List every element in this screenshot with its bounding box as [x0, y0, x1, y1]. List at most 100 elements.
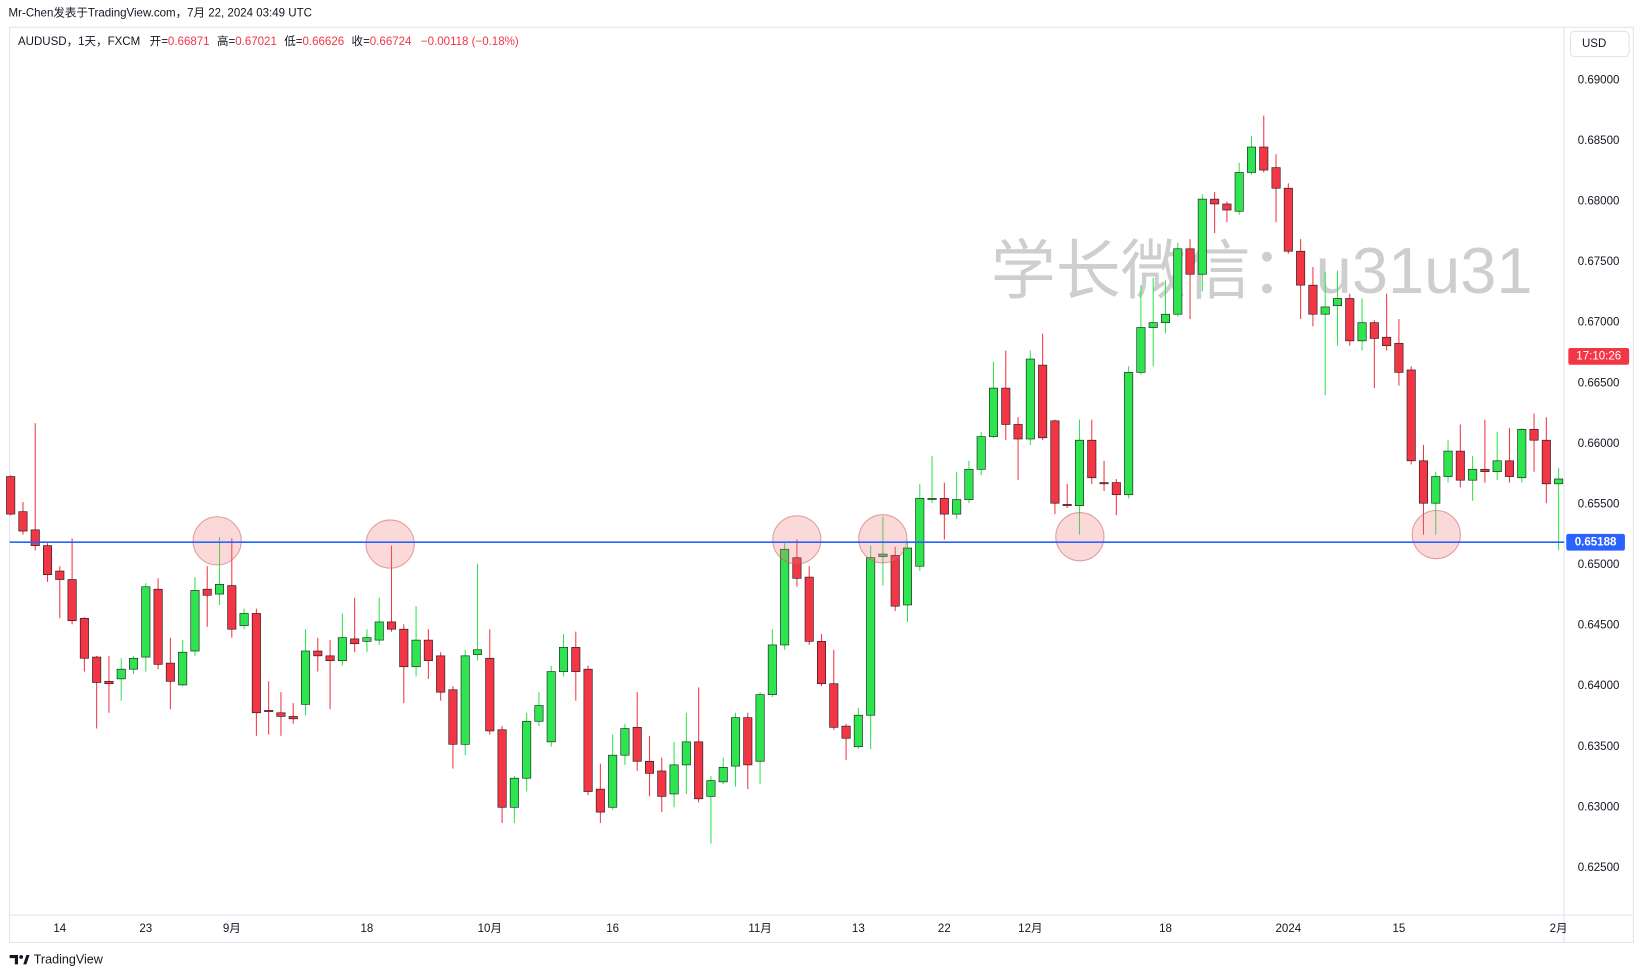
candle-body: [608, 754, 618, 808]
highlight-circle: [365, 519, 415, 569]
candle-body: [436, 655, 446, 693]
candle-body: [681, 741, 691, 766]
candle-body: [202, 588, 212, 596]
candle-body: [1345, 298, 1355, 342]
highlight-circle: [858, 514, 908, 564]
candle-body: [337, 637, 347, 662]
x-tick-label: 9月: [223, 923, 241, 935]
countdown: 17:10:26: [1576, 350, 1621, 362]
candle-body: [1332, 298, 1342, 307]
currency-button[interactable]: [1569, 30, 1630, 58]
candle-body: [952, 499, 962, 515]
ohlc-key: 高=: [217, 34, 236, 48]
candle-body: [792, 557, 802, 579]
candle-body: [18, 511, 28, 532]
logo-mark: [9, 954, 19, 965]
candle-body: [43, 545, 53, 575]
x-tick-label: 12月: [1018, 923, 1042, 935]
level-label-box: [1566, 533, 1625, 551]
countdown-box: [1568, 348, 1630, 365]
candle-body: [718, 766, 728, 783]
candle-body: [362, 637, 372, 642]
level-label: 0.65188: [1575, 536, 1617, 548]
candle-body: [1418, 460, 1428, 504]
candle-body: [1210, 198, 1220, 205]
candle-body: [915, 498, 925, 567]
candle-body: [165, 662, 175, 682]
candle-body: [927, 498, 937, 500]
candle-body: [1148, 322, 1158, 328]
candle-body: [1259, 146, 1269, 171]
candle-body: [755, 694, 765, 762]
x-tick-label: 18: [1159, 923, 1172, 935]
ohlc-key: 开=: [150, 36, 169, 48]
candle-body: [116, 668, 126, 680]
x-tick-label: 15: [1392, 923, 1405, 935]
candle-body: [939, 498, 949, 515]
candle-body: [595, 788, 605, 813]
candle-body: [1431, 476, 1441, 504]
watermark: 学长微信：u31u31: [991, 234, 1533, 307]
x-tick-label: 14: [53, 923, 66, 935]
candle-body: [215, 584, 225, 595]
currency-label[interactable]: USD: [1582, 38, 1606, 50]
x-tick-label: 23: [139, 923, 152, 935]
candle-body: [571, 647, 581, 672]
author-line: Mr-Chen发表于TradingView.com，7月 22, 2024 03…: [9, 6, 312, 20]
candle-body: [1480, 468, 1490, 473]
candle-body: [522, 720, 532, 779]
candle-body: [767, 644, 777, 695]
candle-body: [1062, 504, 1072, 506]
y-tick-label: 0.66000: [1578, 438, 1620, 450]
candle-body: [976, 436, 986, 470]
candle-body: [1283, 187, 1293, 252]
candle-body: [141, 586, 151, 658]
candle-body: [743, 717, 753, 766]
plot-area: [6, 115, 1564, 844]
y-tick-label: 0.68500: [1578, 135, 1620, 147]
candle-body: [485, 657, 495, 732]
x-tick-label: 11月: [748, 923, 771, 935]
candle-body: [1136, 327, 1146, 373]
x-tick-label: 13: [852, 923, 865, 935]
y-tick-label: 0.68000: [1578, 196, 1620, 208]
candle-body: [1455, 450, 1465, 481]
y-tick-label: 0.67000: [1578, 317, 1620, 329]
candle-body: [350, 638, 360, 645]
brand-logo: [9, 954, 30, 965]
candle-body: [657, 770, 667, 797]
logo-mark: [23, 954, 30, 965]
candle-body: [694, 741, 704, 800]
candle-body: [1038, 364, 1048, 439]
candle-body: [1111, 482, 1121, 496]
candle-body: [497, 729, 507, 808]
candle-body: [178, 651, 188, 686]
candle-body: [448, 689, 458, 745]
x-tick-label: 16: [606, 923, 619, 935]
candle-body: [890, 554, 900, 607]
change: −0.00118 (−0.18%): [421, 36, 519, 48]
candle-body: [411, 639, 421, 668]
ohlc-value: 0.66724: [370, 36, 412, 48]
candle-body: [1050, 420, 1060, 504]
candle-body: [1308, 284, 1318, 315]
y-tick-label: 0.65500: [1578, 498, 1620, 510]
ohlc-value: 0.66871: [168, 36, 210, 48]
candle-body: [1394, 342, 1404, 373]
candle-body: [79, 617, 89, 659]
candle-body: [1099, 482, 1109, 485]
candle-body: [67, 579, 77, 622]
candle-body: [1468, 468, 1478, 481]
candle-body: [1025, 358, 1035, 440]
candle-body: [276, 712, 286, 717]
candle-body: [1369, 322, 1379, 339]
candle-body: [1197, 198, 1207, 275]
candle-body: [239, 613, 249, 626]
candle-body: [251, 613, 261, 714]
candle-body: [964, 468, 974, 500]
candle-body: [853, 714, 863, 748]
candle-body: [1357, 322, 1367, 342]
